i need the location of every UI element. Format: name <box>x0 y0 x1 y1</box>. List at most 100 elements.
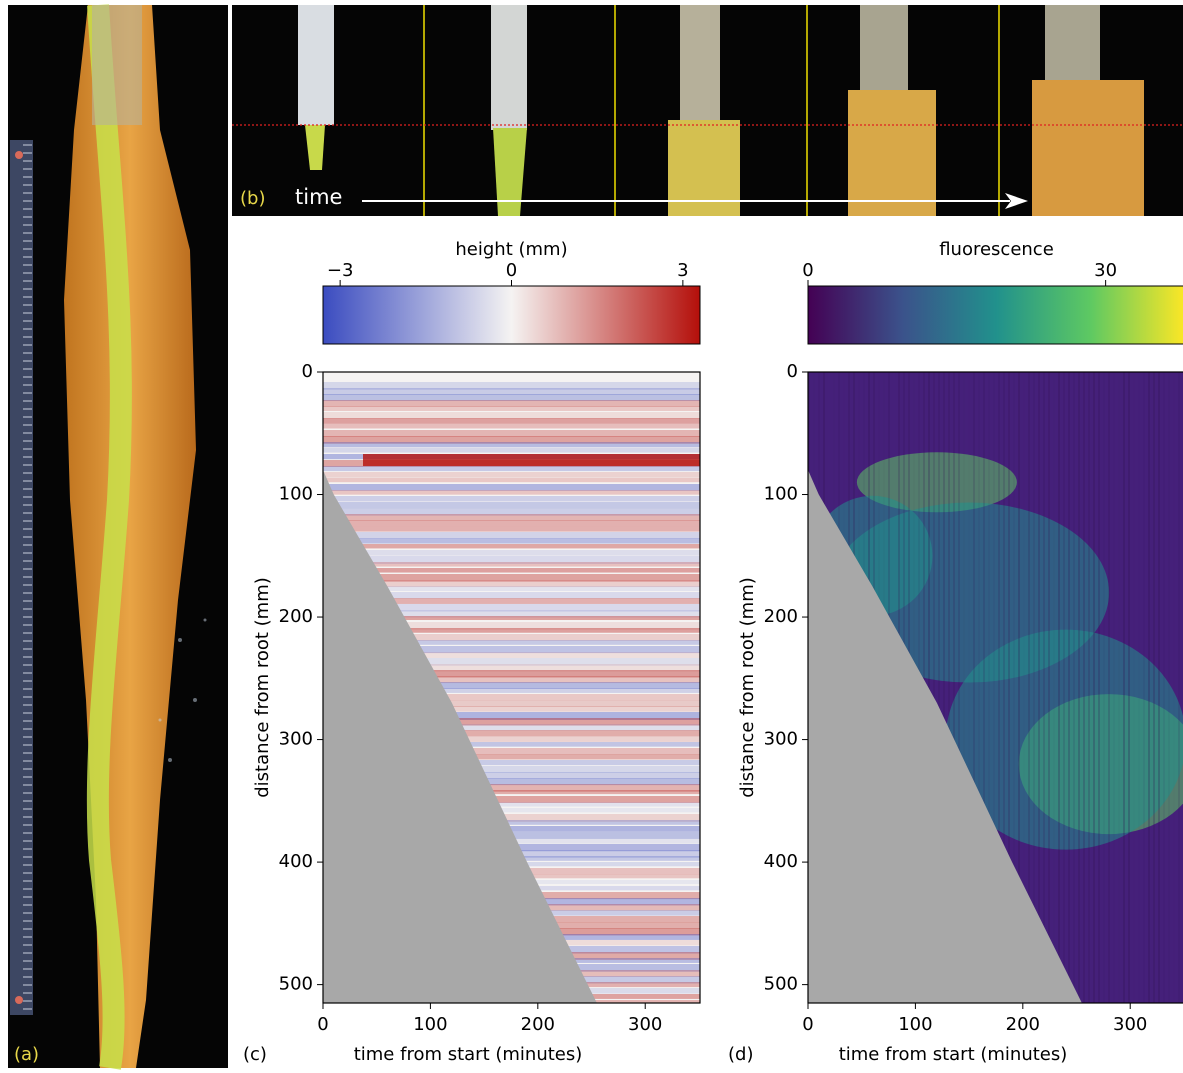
y-tick-label: 300 <box>764 729 798 750</box>
heatmap-stripe <box>323 472 700 478</box>
heatmap-stripe <box>1118 372 1120 1003</box>
heatmap-stripe <box>323 466 700 472</box>
colorbar <box>322 285 701 345</box>
heatmap-stripe <box>323 676 700 684</box>
heatmap-stripe <box>323 754 700 760</box>
heatmap-stripe <box>323 574 700 582</box>
x-tick-label: 300 <box>628 1014 662 1035</box>
heatmap-stripe <box>323 652 700 658</box>
heatmap-stripe <box>938 372 940 1003</box>
heatmap-stripe <box>1138 372 1140 1003</box>
heatmap-stripe <box>1063 372 1065 1003</box>
heatmap-stripe <box>323 406 700 411</box>
heatmap-stripe <box>1178 372 1180 1003</box>
heatmap-stripe <box>323 706 700 712</box>
heatmap-blob <box>945 629 1183 850</box>
heatmap-stripe <box>323 436 700 444</box>
x-tick-label: 100 <box>413 1014 447 1035</box>
x-tick-label: 100 <box>898 1014 932 1035</box>
heatmap-stripe <box>323 760 700 766</box>
y-tick-label: 100 <box>764 484 798 505</box>
colorbar <box>807 285 1183 345</box>
heatmap-image <box>808 372 1183 1003</box>
heatmap-stripe <box>323 616 700 621</box>
heatmap-stripe <box>993 372 995 1003</box>
panel-label: (c) <box>243 1044 267 1065</box>
heatmap-stripe <box>323 526 700 532</box>
colorbar-label: fluorescence <box>939 239 1054 260</box>
heatmap-image <box>323 372 700 1003</box>
heatmap-stripe <box>323 700 700 707</box>
heatmap-stripe <box>1043 372 1045 1003</box>
heatmap-stripe <box>323 586 700 591</box>
heatmap-stripe <box>973 372 975 1003</box>
heatmap-stripe <box>323 784 700 792</box>
heatmap-stripe <box>1173 372 1175 1003</box>
heatmap-stripe <box>1093 372 1095 1003</box>
heatmap-stripe <box>323 430 700 437</box>
heatmap-stripe <box>1013 372 1015 1003</box>
heatmap-stripe <box>323 688 700 693</box>
heatmap-stripe <box>953 372 955 1003</box>
heatmap-stripe <box>323 478 700 483</box>
heatmap-stripe <box>323 448 700 453</box>
y-tick-label: 500 <box>279 974 313 995</box>
colorbar-tick-label: 0 <box>802 260 813 281</box>
no-data-region <box>323 470 597 1003</box>
heatmap-stripe <box>1088 372 1090 1003</box>
heatmap-stripe <box>323 418 700 424</box>
heatmap-stripe <box>1048 372 1050 1003</box>
heatmap-stripe <box>323 664 700 672</box>
heatmap-stripe <box>323 772 700 779</box>
heatmap-stripe <box>323 544 700 549</box>
colorbar-label: height (mm) <box>455 239 567 260</box>
y-tick-label: 500 <box>764 974 798 995</box>
heatmap-stripe <box>323 658 700 666</box>
colorbar-tick-label: −3 <box>327 260 354 281</box>
heatmap-stripe <box>978 372 980 1003</box>
heatmap-stripe <box>323 520 700 527</box>
heatmap-stripe <box>1028 372 1030 1003</box>
y-tick-label: 400 <box>279 851 313 872</box>
heatmap-stripe <box>323 670 700 678</box>
heatmap-stripe <box>323 598 700 604</box>
heatmap-stripe <box>323 388 700 395</box>
heatmap-stripe <box>323 580 700 588</box>
colorbar-tick-label: 0 <box>506 260 517 281</box>
heatmap-stripe <box>323 394 700 402</box>
heatmap-stripe <box>1153 372 1155 1003</box>
heatmap-stripe <box>948 372 950 1003</box>
heatmap-stripe <box>1083 372 1085 1003</box>
heatmap-stripe <box>1108 372 1110 1003</box>
heatmap-stripe <box>323 790 700 795</box>
x-axis-label: time from start (minutes) <box>354 1044 583 1065</box>
heatmap-stripe <box>1068 372 1070 1003</box>
heatmap-stripe <box>1123 372 1125 1003</box>
heatmap-stripe <box>1078 372 1080 1003</box>
heatmap-stripe <box>323 484 700 491</box>
x-tick-label: 300 <box>1113 1014 1147 1035</box>
colorbar-tick-label: 3 <box>677 260 688 281</box>
y-axis-label: distance from root (mm) <box>252 577 273 798</box>
heatmap-stripe <box>1158 372 1160 1003</box>
x-tick-label: 0 <box>317 1014 328 1035</box>
heatmap-stripe <box>943 372 945 1003</box>
heatmap-stripe <box>323 820 700 825</box>
heatmap-stripe <box>1033 372 1035 1003</box>
heatmap-stripe <box>1058 372 1060 1003</box>
y-tick-label: 200 <box>764 606 798 627</box>
heatmap-stripe <box>1053 372 1055 1003</box>
heatmap-stripe <box>323 490 700 495</box>
heatmap-stripe <box>1113 372 1115 1003</box>
heatmap-stripe <box>1003 372 1005 1003</box>
heatmap-stripe <box>323 442 700 448</box>
heatmap-stripe <box>323 538 700 544</box>
heatmap-stripe <box>323 796 700 803</box>
heatmap-stripe <box>323 640 700 645</box>
heatmap-stripe <box>323 826 700 832</box>
plot-frame <box>322 371 701 1004</box>
panel-label: (d) <box>728 1044 753 1065</box>
heatmap-stripe <box>323 748 700 755</box>
panel-label: (b) <box>240 188 265 209</box>
heatmap-stripe <box>323 424 700 429</box>
